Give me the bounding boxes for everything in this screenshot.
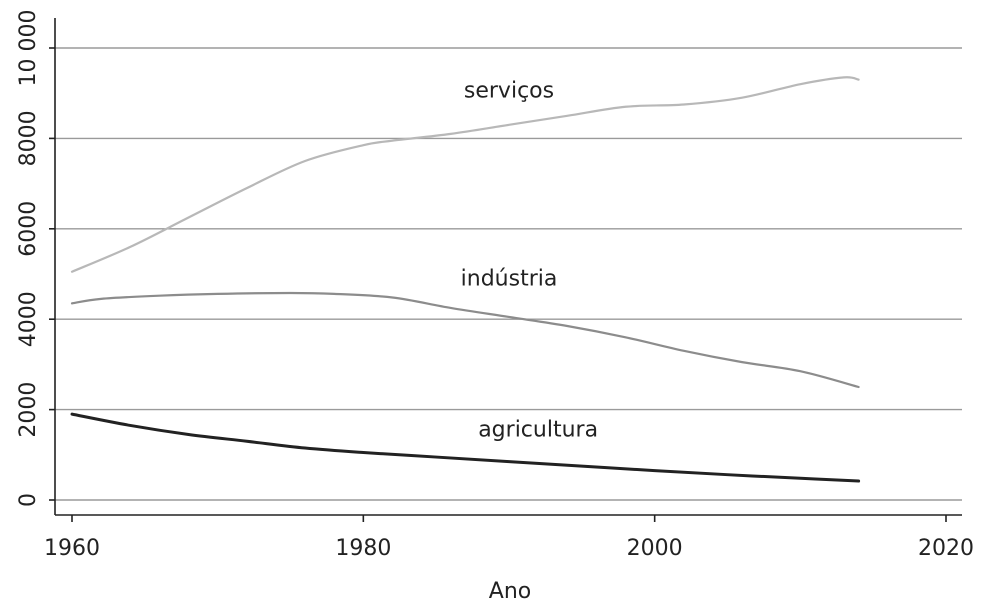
series-lines [70,76,861,483]
y-tick-label: 0 [16,493,41,507]
y-tick-label: 2000 [16,382,41,438]
series-label-serviços: serviços [464,79,554,104]
series-line-indústria [70,291,860,389]
y-tick-label: 4000 [16,291,41,347]
x-tick-label: 2000 [627,536,683,561]
y-tick-label: 8000 [16,110,41,166]
series-line-agricultura [70,412,861,483]
series-label-indústria: indústria [461,266,558,291]
series-line-serviços [70,76,860,273]
x-tick-label: 2020 [918,536,974,561]
x-axis-title: Ano [489,579,531,603]
y-tick-label: 6000 [16,201,41,257]
y-tick-label: 10 000 [16,10,41,87]
x-tick-label: 1980 [335,536,391,561]
x-tick-label: 1960 [44,536,100,561]
series-labels: serviços indústria agricultura [461,79,598,443]
series-label-agricultura: agricultura [478,418,598,443]
axes: 0 2000 4000 6000 8000 10 000 1960 1980 2000 2020 [16,10,974,561]
grid [55,47,962,501]
